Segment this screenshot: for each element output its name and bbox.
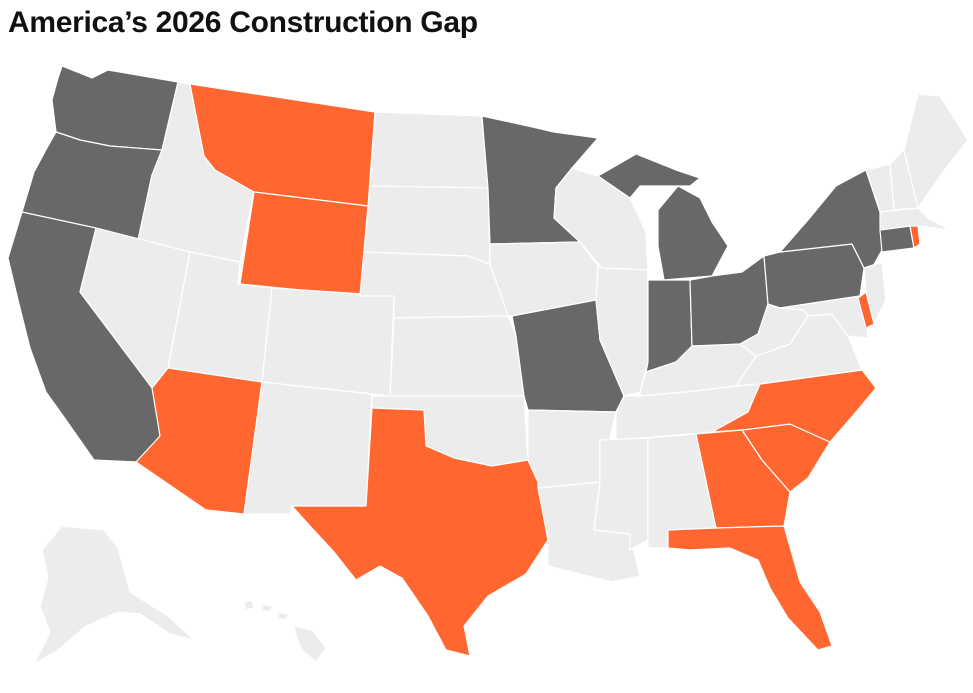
state-me[interactable] [903, 93, 969, 209]
state-nd[interactable] [369, 111, 489, 189]
state-nc[interactable] [711, 369, 877, 443]
state-ma[interactable] [879, 207, 951, 231]
state-fl[interactable] [667, 525, 833, 651]
state-co[interactable] [261, 287, 395, 397]
state-ks[interactable] [389, 315, 525, 397]
state-mi[interactable] [597, 153, 729, 281]
state-hi[interactable] [243, 599, 327, 663]
state-az[interactable] [135, 367, 263, 515]
state-tx[interactable] [291, 407, 549, 657]
state-wy[interactable] [239, 191, 369, 297]
state-ak[interactable] [33, 525, 195, 665]
state-nj[interactable] [863, 261, 887, 325]
state-wi[interactable] [553, 167, 649, 271]
map-title: America’s 2026 Construction Gap [8, 6, 478, 39]
state-nm[interactable] [243, 381, 373, 515]
